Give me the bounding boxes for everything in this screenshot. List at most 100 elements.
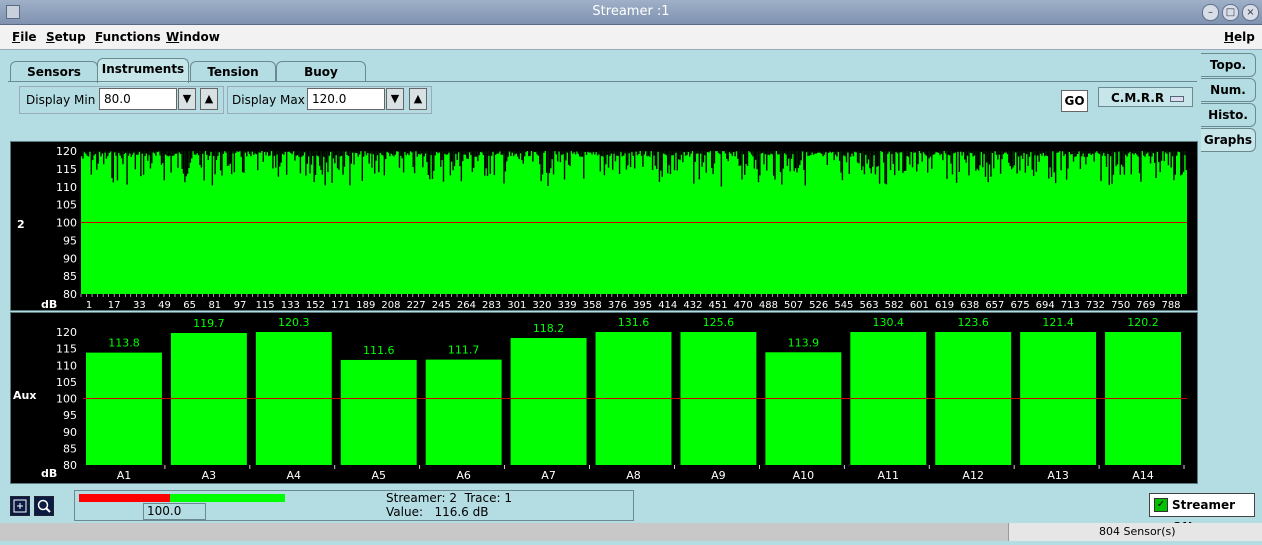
trace-bar-gap: [503, 151, 505, 184]
aux-bar-A5: [340, 359, 417, 465]
trace-bar-gap: [382, 151, 384, 156]
display-min-input[interactable]: 80.0: [99, 88, 177, 110]
trace-bar-gap: [329, 151, 332, 152]
menu-functions[interactable]: Functions: [95, 30, 161, 44]
aux-chart-y-tick-label: 95: [63, 409, 77, 422]
trace-bar-gap: [995, 151, 998, 155]
aux-chart-y-tick-label: 90: [63, 426, 77, 439]
trace-bar-gap: [686, 151, 688, 156]
trace-bar-gap: [991, 151, 994, 153]
aux-bar-category-label: A3: [202, 469, 217, 482]
trace-bar-gap: [975, 151, 977, 171]
trace-bar-gap: [89, 151, 91, 152]
trace-bar-gap: [616, 151, 618, 156]
menu-help[interactable]: Help: [1224, 30, 1255, 44]
go-button[interactable]: GO: [1061, 90, 1088, 112]
zoom-fit-icon[interactable]: [10, 496, 30, 516]
display-max-input[interactable]: 120.0: [307, 88, 385, 110]
trace-bar-gap: [625, 151, 628, 170]
minimize-icon[interactable]: –: [1202, 4, 1219, 21]
trace-bar-gap: [402, 151, 405, 173]
streamer-on-toggle[interactable]: ✓ Streamer ON: [1149, 493, 1255, 534]
trace-bar-gap: [646, 151, 648, 157]
trace-bar-gap: [562, 151, 564, 155]
trace-bar-gap: [519, 151, 522, 154]
trace-bar-gap: [624, 151, 626, 154]
trace-bar-gap: [640, 151, 643, 156]
aux-bar-category-label: A14: [1132, 469, 1154, 482]
tab-sensors[interactable]: Sensors: [10, 61, 98, 82]
trace-bar-gap: [393, 151, 395, 157]
aux-bar-value-label: 123.6: [957, 316, 989, 329]
trace-bar-gap: [988, 151, 991, 165]
trace-bar-gap: [463, 151, 465, 155]
trace-bar-gap: [1041, 151, 1043, 156]
display-min-up-button[interactable]: ▲: [200, 88, 218, 110]
trace-bar-gap: [298, 151, 300, 157]
trace-bar-gap: [893, 151, 896, 176]
trace-bar-gap: [561, 151, 563, 155]
trace-bar-gap: [808, 151, 811, 156]
trace-bar-gap: [708, 151, 710, 153]
close-icon[interactable]: ×: [1242, 4, 1259, 21]
aux-bar-category-label: A11: [878, 469, 900, 482]
menu-file[interactable]: File: [12, 30, 37, 44]
trace-bar-gap: [733, 151, 735, 152]
menu-setup[interactable]: Setup: [46, 30, 86, 44]
trace-bar-gap: [177, 151, 179, 168]
trace-bar-gap: [515, 151, 518, 154]
progress-value-field[interactable]: 100.0: [143, 503, 206, 520]
trace-bar-gap: [363, 151, 365, 157]
trace-bar-gap: [1175, 151, 1178, 156]
trace-bar-gap: [371, 151, 373, 168]
trace-chart-x-tick-label: 601: [910, 300, 929, 310]
trace-bar-gap: [1074, 151, 1076, 157]
side-tab-graphs[interactable]: Graphs: [1201, 128, 1256, 152]
trace-bar-gap: [832, 151, 834, 153]
display-min-down-button[interactable]: ▼: [178, 88, 196, 110]
trace-chart-y-tick-label: 120: [56, 145, 77, 158]
display-max-up-button[interactable]: ▲: [409, 88, 427, 110]
side-tab-histo[interactable]: Histo.: [1201, 103, 1256, 127]
side-tab-num[interactable]: Num.: [1201, 78, 1256, 102]
tab-buoy-current[interactable]: Buoy Current: [276, 61, 366, 99]
trace-bar-gap: [127, 151, 130, 156]
trace-bar-gap: [609, 151, 611, 156]
trace-chart-x-tick-label: 283: [482, 300, 501, 310]
trace-bar-gap: [785, 151, 787, 155]
tab-instruments[interactable]: Instruments: [97, 58, 189, 83]
window-menu-icon[interactable]: [6, 5, 20, 19]
trace-bar-gap: [913, 151, 915, 153]
trace-bar-gap: [173, 151, 175, 156]
magnifier-icon[interactable]: [34, 496, 54, 516]
maximize-icon[interactable]: □: [1222, 4, 1239, 21]
trace-bar-gap: [240, 151, 242, 157]
trace-bar-gap: [1017, 151, 1020, 157]
trace-bar-gap: [285, 151, 288, 175]
tab-tension[interactable]: Tension: [190, 61, 276, 82]
trace-bar-gap: [539, 151, 541, 165]
trace-bar-gap: [380, 151, 383, 155]
title-bar: Streamer :1 – □ ×: [0, 0, 1262, 25]
trace-bar-gap: [411, 151, 413, 153]
side-tab-topo[interactable]: Topo.: [1201, 53, 1256, 77]
trace-bar-gap: [1048, 151, 1050, 179]
trace-bar-gap: [698, 151, 701, 180]
trace-bar-gap: [180, 151, 182, 154]
trace-bar-gap: [734, 151, 736, 157]
trace-bar-gap: [799, 151, 801, 165]
trace-bar-gap: [1169, 151, 1171, 153]
sensor-count: 804 Sensor(s): [1099, 525, 1176, 538]
trace-bar-gap: [294, 151, 296, 161]
mode-select[interactable]: C.M.R.R: [1098, 87, 1193, 107]
trace-bar-gap: [746, 151, 749, 166]
trace-bar-gap: [767, 151, 769, 155]
trace-chart-x-tick-label: 732: [1086, 300, 1105, 310]
trace-bar-gap: [1043, 151, 1046, 157]
display-max-down-button[interactable]: ▼: [386, 88, 404, 110]
aux-bar-value-label: 120.2: [1127, 316, 1159, 329]
trace-bar-gap: [1027, 151, 1029, 166]
menu-window[interactable]: Window: [166, 30, 220, 44]
trace-bar-gap: [628, 151, 630, 154]
trace-bar-gap: [687, 151, 690, 152]
